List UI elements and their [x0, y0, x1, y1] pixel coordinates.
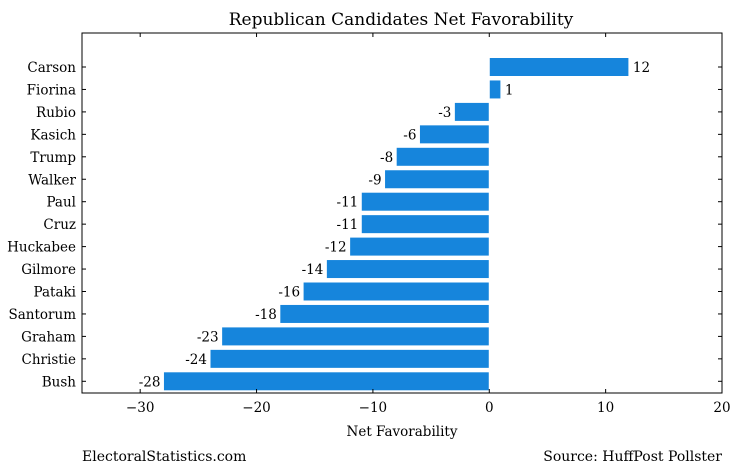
x-tick-label: −20	[242, 400, 271, 416]
y-tick-label: Bush	[42, 374, 77, 390]
footer-site-credit: ElectoralStatistics.com	[82, 449, 246, 465]
bar-value-label: -16	[278, 285, 300, 301]
bar-kasich	[418, 124, 490, 145]
y-tick-label: Santorum	[9, 307, 77, 323]
bar-value-label: -11	[337, 217, 359, 233]
bar-pataki	[302, 281, 490, 302]
y-tick-label: Rubio	[36, 105, 76, 121]
bar-graham	[221, 326, 490, 347]
bar-santorum	[279, 303, 490, 324]
x-tick-label: 20	[713, 400, 730, 416]
y-tick-label: Kasich	[30, 127, 76, 143]
chart-title: Republican Candidates Net Favorability	[229, 10, 574, 30]
y-tick-label: Trump	[30, 150, 76, 166]
bar-christie	[209, 348, 490, 369]
y-tick-label: Cruz	[43, 217, 76, 233]
x-tick-label: −30	[126, 400, 155, 416]
bar-value-label: -3	[438, 105, 451, 121]
ticks-layer: 12 Carson 1 Fiorina -3 Rubio -6 Kasich -8 Trump -9…	[7, 33, 731, 416]
bar-huckabee	[349, 236, 490, 257]
bar-carson	[488, 57, 630, 77]
y-tick-label: Carson	[27, 60, 76, 76]
bars-layer	[162, 57, 630, 392]
bar-value-label: 1	[505, 82, 514, 98]
x-tick-label: −10	[359, 400, 388, 416]
plot-area-frame	[81, 32, 723, 394]
bar-value-label: -18	[255, 307, 277, 323]
y-tick-label: Fiorina	[27, 82, 76, 98]
bar-value-label: -12	[325, 240, 347, 256]
y-tick-label: Paul	[46, 195, 76, 211]
y-tick-label: Graham	[21, 329, 76, 345]
footer-source-credit: Source: HuffPost Pollster	[543, 449, 722, 465]
bar-rubio	[453, 101, 490, 122]
bar-walker	[384, 169, 490, 190]
bar-bush	[162, 371, 490, 392]
bar-value-label: -6	[403, 127, 416, 143]
x-axis-label: Net Favorability	[347, 424, 458, 440]
bar-value-label: -24	[185, 352, 207, 368]
y-tick-label: Gilmore	[21, 262, 76, 278]
bar-value-label: 12	[633, 60, 650, 76]
bar-value-label: -14	[302, 262, 324, 278]
bar-value-label: -23	[197, 329, 219, 345]
bar-cruz	[360, 214, 490, 235]
y-tick-label: Pataki	[34, 285, 77, 301]
bar-value-label: -28	[139, 374, 161, 390]
bar-gilmore	[325, 259, 490, 280]
bar-value-label: -9	[368, 172, 381, 188]
bar-value-label: -11	[337, 195, 359, 211]
bar-trump	[395, 146, 490, 167]
x-tick-label: 10	[597, 400, 614, 416]
x-tick-label: 0	[485, 400, 494, 416]
y-tick-label: Huckabee	[7, 240, 76, 256]
bar-paul	[360, 191, 490, 212]
bar-value-label: -8	[380, 150, 393, 166]
y-tick-label: Walker	[28, 172, 76, 188]
bar-fiorina	[488, 79, 502, 100]
y-tick-label: Christie	[22, 352, 76, 368]
